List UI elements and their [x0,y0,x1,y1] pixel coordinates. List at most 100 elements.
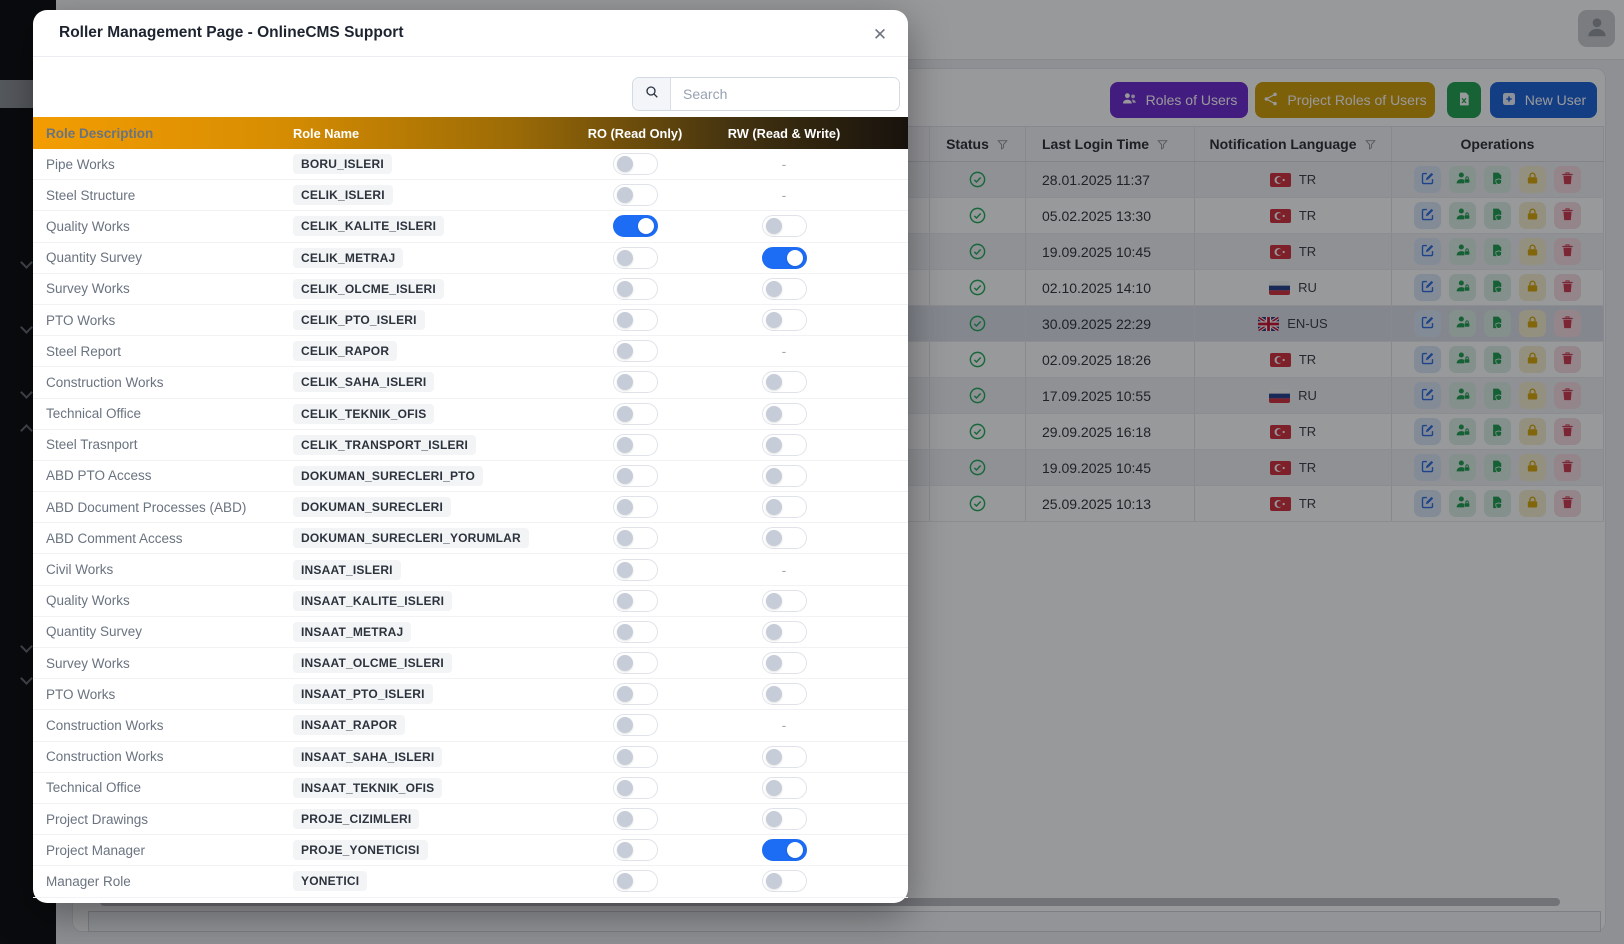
rw-toggle-off[interactable] [761,652,807,675]
trash-button[interactable] [1554,346,1581,373]
rw-toggle-off[interactable] [761,776,807,799]
user-shield-button[interactable] [1449,454,1476,481]
file-shield-button[interactable] [1484,490,1511,517]
filter-icon[interactable] [1364,138,1377,151]
rw-toggle-off[interactable] [761,745,807,768]
file-shield-button[interactable] [1484,274,1511,301]
ro-toggle-off[interactable] [612,153,658,176]
ro-toggle-off[interactable] [612,371,658,394]
ro-toggle-off[interactable] [612,527,658,550]
ro-toggle-off[interactable] [612,433,658,456]
ro-toggle-off[interactable] [612,277,658,300]
trash-button[interactable] [1554,238,1581,265]
rw-toggle-on[interactable] [761,246,807,269]
rw-toggle-off[interactable] [761,496,807,519]
edit-button[interactable] [1414,274,1441,301]
ro-toggle-off[interactable] [612,808,658,831]
filter-icon[interactable] [996,138,1009,151]
rw-toggle-on[interactable] [761,839,807,862]
user-shield-button[interactable] [1449,346,1476,373]
rw-toggle-off[interactable] [761,371,807,394]
user-shield-button[interactable] [1449,490,1476,517]
ro-toggle-off[interactable] [612,620,658,643]
edit-button[interactable] [1414,238,1441,265]
file-shield-button[interactable] [1484,238,1511,265]
file-shield-button[interactable] [1484,454,1511,481]
file-shield-button[interactable] [1484,346,1511,373]
user-shield-button[interactable] [1449,238,1476,265]
ro-toggle-off[interactable] [612,683,658,706]
ro-toggle-off[interactable] [612,402,658,425]
trash-button[interactable] [1554,310,1581,337]
rw-toggle-off[interactable] [761,870,807,893]
rw-toggle-off[interactable] [761,464,807,487]
lock-button[interactable] [1519,238,1546,265]
trash-button[interactable] [1554,274,1581,301]
lock-button[interactable] [1519,382,1546,409]
ro-toggle-off[interactable] [612,776,658,799]
trash-button[interactable] [1554,382,1581,409]
ro-toggle-off[interactable] [612,839,658,862]
filter-icon[interactable] [1156,138,1169,151]
lock-button[interactable] [1519,418,1546,445]
trash-button[interactable] [1554,418,1581,445]
ro-toggle-off[interactable] [612,870,658,893]
close-icon[interactable]: ✕ [872,25,888,44]
ro-toggle-off[interactable] [612,309,658,332]
rw-toggle-off[interactable] [761,215,807,238]
ro-toggle-off[interactable] [612,714,658,737]
rw-toggle-off[interactable] [761,309,807,332]
ro-toggle-off[interactable] [612,589,658,612]
project-roles-of-users-button[interactable]: Project Roles of Users [1255,82,1435,118]
lock-button[interactable] [1519,274,1546,301]
trash-button[interactable] [1554,490,1581,517]
edit-button[interactable] [1414,166,1441,193]
ro-toggle-off[interactable] [612,246,658,269]
rw-toggle-off[interactable] [761,620,807,643]
lock-button[interactable] [1519,454,1546,481]
edit-button[interactable] [1414,202,1441,229]
ro-toggle-off[interactable] [612,496,658,519]
search-input[interactable] [671,78,899,110]
edit-button[interactable] [1414,382,1441,409]
avatar[interactable] [1578,10,1615,47]
roles-of-users-button[interactable]: Roles of Users [1110,82,1248,118]
lock-button[interactable] [1519,202,1546,229]
edit-button[interactable] [1414,418,1441,445]
export-excel-button[interactable] [1447,82,1481,118]
rw-toggle-off[interactable] [761,402,807,425]
ro-toggle-off[interactable] [612,184,658,207]
trash-button[interactable] [1554,202,1581,229]
rw-toggle-off[interactable] [761,527,807,550]
ro-toggle-off[interactable] [612,652,658,675]
new-user-button[interactable]: New User [1490,82,1597,118]
file-shield-button[interactable] [1484,418,1511,445]
ro-toggle-off[interactable] [612,340,658,363]
file-shield-button[interactable] [1484,310,1511,337]
trash-button[interactable] [1554,166,1581,193]
ro-toggle-on[interactable] [612,215,658,238]
rw-toggle-off[interactable] [761,589,807,612]
file-shield-button[interactable] [1484,382,1511,409]
edit-button[interactable] [1414,454,1441,481]
user-shield-button[interactable] [1449,274,1476,301]
file-shield-button[interactable] [1484,166,1511,193]
rw-toggle-off[interactable] [761,808,807,831]
edit-button[interactable] [1414,346,1441,373]
trash-button[interactable] [1554,454,1581,481]
user-shield-button[interactable] [1449,166,1476,193]
ro-toggle-off[interactable] [612,558,658,581]
user-shield-button[interactable] [1449,418,1476,445]
ro-toggle-off[interactable] [612,745,658,768]
user-shield-button[interactable] [1449,310,1476,337]
user-shield-button[interactable] [1449,202,1476,229]
edit-button[interactable] [1414,310,1441,337]
rw-toggle-off[interactable] [761,433,807,456]
ro-toggle-off[interactable] [612,464,658,487]
lock-button[interactable] [1519,166,1546,193]
user-shield-button[interactable] [1449,382,1476,409]
lock-button[interactable] [1519,346,1546,373]
file-shield-button[interactable] [1484,202,1511,229]
rw-toggle-off[interactable] [761,277,807,300]
lock-button[interactable] [1519,310,1546,337]
